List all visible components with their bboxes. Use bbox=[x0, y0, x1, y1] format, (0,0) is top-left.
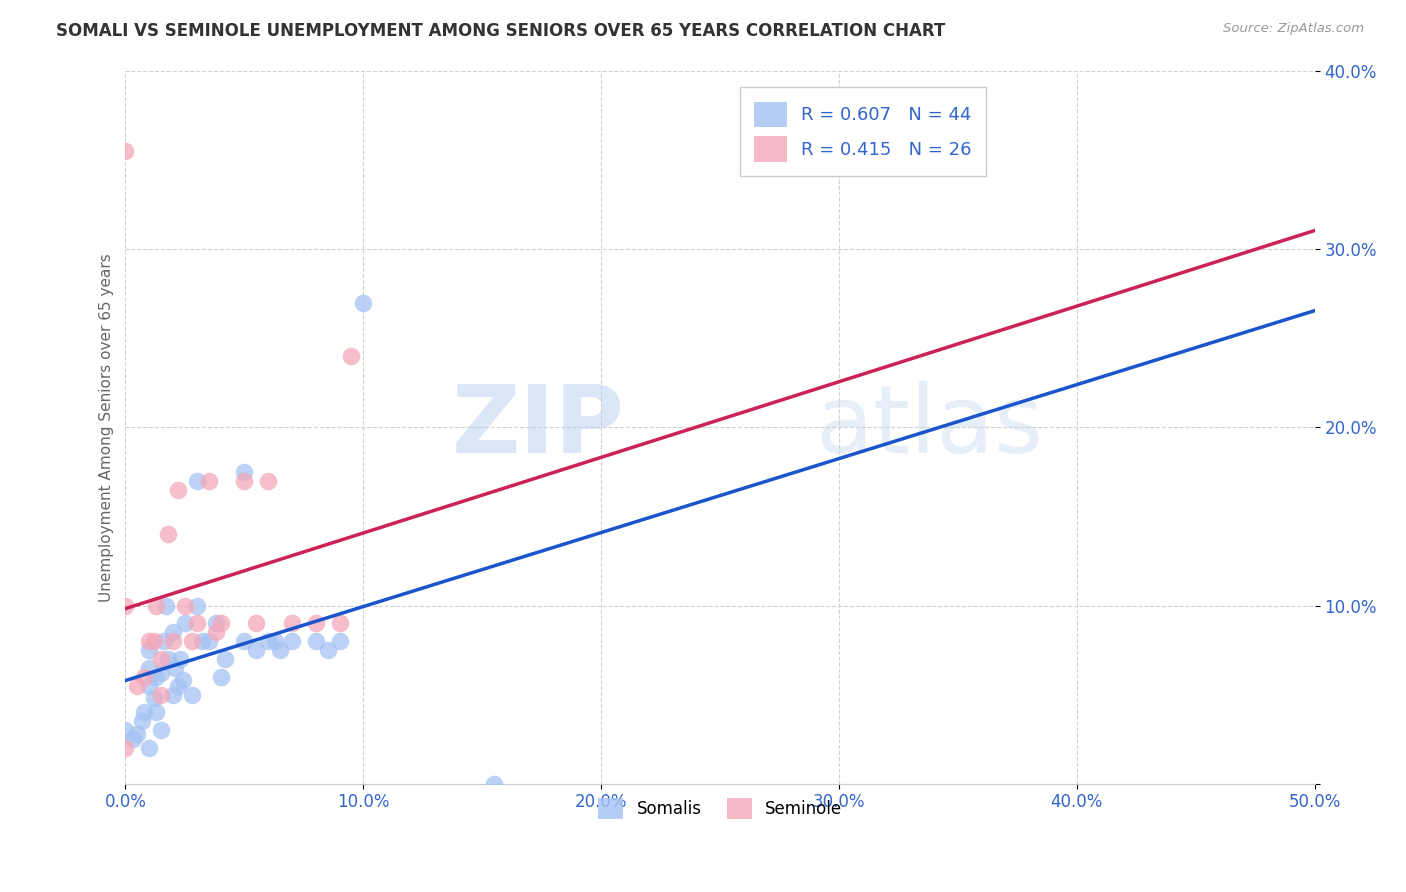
Point bbox=[134, 670, 156, 684]
Point bbox=[205, 625, 228, 640]
Point bbox=[145, 670, 167, 684]
Y-axis label: Unemployment Among Seniors over 65 years: Unemployment Among Seniors over 65 years bbox=[100, 253, 114, 602]
Point bbox=[138, 643, 160, 657]
Point bbox=[114, 723, 136, 738]
Point bbox=[172, 673, 194, 688]
Point bbox=[166, 679, 188, 693]
Point bbox=[143, 691, 166, 706]
Point bbox=[145, 599, 167, 613]
Point bbox=[340, 349, 363, 363]
Legend: Somalis, Seminole: Somalis, Seminole bbox=[592, 791, 849, 825]
Point bbox=[181, 634, 204, 648]
Point bbox=[186, 474, 208, 488]
Point bbox=[245, 643, 267, 657]
Point bbox=[316, 643, 339, 657]
Text: atlas: atlas bbox=[815, 382, 1043, 474]
Point bbox=[190, 634, 212, 648]
Point bbox=[162, 688, 184, 702]
Point bbox=[352, 295, 374, 310]
Point bbox=[214, 652, 236, 666]
Point bbox=[233, 634, 256, 648]
Point bbox=[257, 474, 280, 488]
Point bbox=[305, 634, 328, 648]
Text: ZIP: ZIP bbox=[453, 382, 624, 474]
Point bbox=[157, 527, 180, 541]
Point bbox=[162, 634, 184, 648]
Point bbox=[143, 634, 166, 648]
Point bbox=[181, 688, 204, 702]
Point bbox=[328, 634, 350, 648]
Point bbox=[197, 634, 219, 648]
Point bbox=[127, 679, 149, 693]
Point bbox=[150, 688, 173, 702]
Point bbox=[197, 474, 219, 488]
Point bbox=[245, 616, 267, 631]
Point bbox=[264, 634, 287, 648]
Point bbox=[186, 599, 208, 613]
Point bbox=[328, 616, 350, 631]
Point bbox=[166, 483, 188, 497]
Point bbox=[127, 727, 149, 741]
Point bbox=[134, 706, 156, 720]
Point bbox=[138, 634, 160, 648]
Point bbox=[482, 777, 505, 791]
Text: SOMALI VS SEMINOLE UNEMPLOYMENT AMONG SENIORS OVER 65 YEARS CORRELATION CHART: SOMALI VS SEMINOLE UNEMPLOYMENT AMONG SE… bbox=[56, 22, 945, 40]
Point bbox=[114, 741, 136, 756]
Point bbox=[114, 145, 136, 159]
Point bbox=[145, 706, 167, 720]
Point bbox=[209, 616, 232, 631]
Point bbox=[114, 599, 136, 613]
Point bbox=[209, 670, 232, 684]
Point bbox=[305, 616, 328, 631]
Point bbox=[269, 643, 291, 657]
Point bbox=[150, 723, 173, 738]
Point bbox=[174, 616, 197, 631]
Point bbox=[281, 616, 304, 631]
Point bbox=[257, 634, 280, 648]
Point bbox=[121, 732, 143, 747]
Point bbox=[152, 634, 174, 648]
Text: Source: ZipAtlas.com: Source: ZipAtlas.com bbox=[1223, 22, 1364, 36]
Point bbox=[138, 741, 160, 756]
Point bbox=[205, 616, 228, 631]
Point bbox=[138, 679, 160, 693]
Point bbox=[186, 616, 208, 631]
Point bbox=[155, 599, 177, 613]
Point bbox=[165, 661, 187, 675]
Point bbox=[281, 634, 304, 648]
Point bbox=[150, 666, 173, 681]
Point bbox=[169, 652, 191, 666]
Point bbox=[233, 474, 256, 488]
Point bbox=[150, 652, 173, 666]
Point bbox=[162, 625, 184, 640]
Point bbox=[131, 714, 153, 729]
Point bbox=[157, 652, 180, 666]
Point bbox=[138, 661, 160, 675]
Point bbox=[233, 465, 256, 479]
Point bbox=[174, 599, 197, 613]
